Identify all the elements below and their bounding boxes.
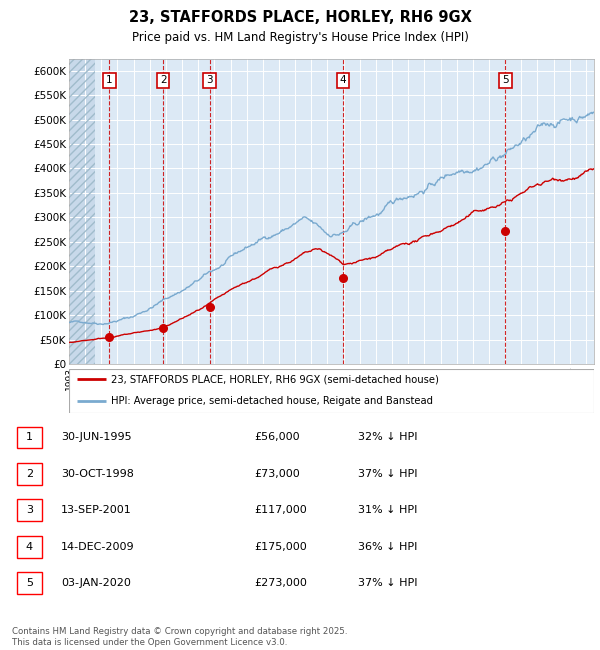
FancyBboxPatch shape (17, 499, 42, 521)
Text: £117,000: £117,000 (254, 505, 307, 515)
Text: £175,000: £175,000 (254, 541, 307, 552)
Text: 13-SEP-2001: 13-SEP-2001 (61, 505, 132, 515)
Text: 2: 2 (160, 75, 166, 86)
Text: 1: 1 (106, 75, 113, 86)
FancyBboxPatch shape (17, 536, 42, 558)
FancyBboxPatch shape (69, 369, 594, 413)
Text: 30-JUN-1995: 30-JUN-1995 (61, 432, 131, 443)
Text: HPI: Average price, semi-detached house, Reigate and Banstead: HPI: Average price, semi-detached house,… (111, 396, 433, 406)
Text: £73,000: £73,000 (254, 469, 299, 479)
FancyBboxPatch shape (17, 463, 42, 485)
Text: 03-JAN-2020: 03-JAN-2020 (61, 578, 131, 588)
Text: £56,000: £56,000 (254, 432, 299, 443)
Text: 4: 4 (26, 541, 33, 552)
Bar (69, 58, 95, 364)
Text: 1: 1 (26, 432, 33, 443)
Text: Contains HM Land Registry data © Crown copyright and database right 2025.
This d: Contains HM Land Registry data © Crown c… (12, 627, 347, 647)
Text: 31% ↓ HPI: 31% ↓ HPI (358, 505, 417, 515)
Text: 5: 5 (502, 75, 509, 86)
Text: 37% ↓ HPI: 37% ↓ HPI (358, 578, 417, 588)
FancyBboxPatch shape (17, 426, 42, 448)
Text: 3: 3 (206, 75, 213, 86)
Text: 23, STAFFORDS PLACE, HORLEY, RH6 9GX: 23, STAFFORDS PLACE, HORLEY, RH6 9GX (128, 10, 472, 25)
Text: 36% ↓ HPI: 36% ↓ HPI (358, 541, 417, 552)
Text: 3: 3 (26, 505, 33, 515)
Text: 23, STAFFORDS PLACE, HORLEY, RH6 9GX (semi-detached house): 23, STAFFORDS PLACE, HORLEY, RH6 9GX (se… (111, 374, 439, 384)
Text: Price paid vs. HM Land Registry's House Price Index (HPI): Price paid vs. HM Land Registry's House … (131, 31, 469, 44)
Text: 32% ↓ HPI: 32% ↓ HPI (358, 432, 417, 443)
Text: 5: 5 (26, 578, 33, 588)
Text: 4: 4 (340, 75, 346, 86)
Bar (69, 58, 95, 364)
Text: 2: 2 (26, 469, 33, 479)
Text: 37% ↓ HPI: 37% ↓ HPI (358, 469, 417, 479)
Text: £273,000: £273,000 (254, 578, 307, 588)
Text: 30-OCT-1998: 30-OCT-1998 (61, 469, 134, 479)
FancyBboxPatch shape (17, 572, 42, 594)
Text: 14-DEC-2009: 14-DEC-2009 (61, 541, 134, 552)
